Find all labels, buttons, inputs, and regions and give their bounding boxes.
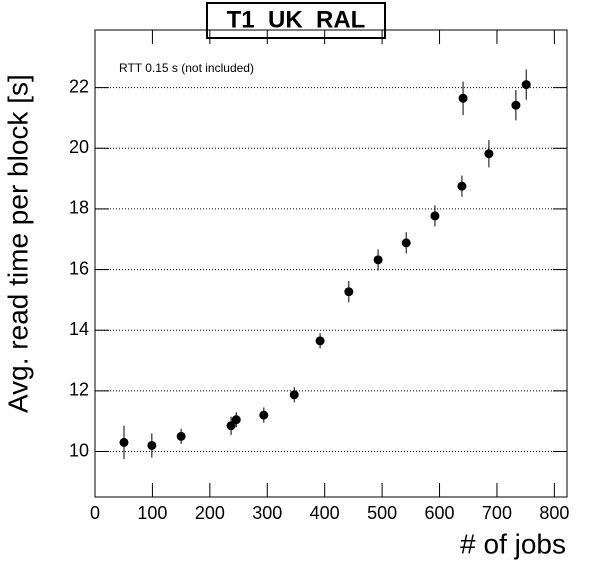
point <box>373 255 383 265</box>
point <box>458 93 468 103</box>
point <box>457 181 467 191</box>
plot-frame <box>94 29 568 498</box>
point <box>226 421 236 431</box>
x-tick-label: 400 <box>310 503 340 523</box>
x-tick-label: 100 <box>137 503 167 523</box>
x-tick-label: 200 <box>195 503 225 523</box>
y-tick-label: 20 <box>69 137 89 157</box>
title-box <box>206 2 386 39</box>
y-tick-label: 10 <box>69 440 89 460</box>
point <box>231 415 241 425</box>
point <box>430 211 440 221</box>
point <box>119 437 129 447</box>
point <box>401 238 411 248</box>
point <box>484 149 494 159</box>
x-tick-label: 600 <box>425 503 455 523</box>
point <box>176 431 186 441</box>
point <box>344 287 354 297</box>
point <box>315 336 325 346</box>
y-tick-label: 22 <box>69 76 89 96</box>
x-tick-label: 0 <box>90 503 100 523</box>
x-tick-label: 500 <box>367 503 397 523</box>
x-tick-label: 800 <box>539 503 569 523</box>
x-tick-label: 700 <box>482 503 512 523</box>
point <box>511 100 521 110</box>
chart-title: T1_UK_RAL <box>227 6 366 33</box>
y-tick-label: 16 <box>69 258 89 278</box>
x-axis-label: # of jobs <box>460 528 566 559</box>
y-tick-label: 18 <box>69 198 89 218</box>
x-tick-label: 300 <box>252 503 282 523</box>
annotation: RTT 0.15 s (not included) <box>119 61 254 75</box>
point <box>289 390 299 400</box>
y-tick-label: 14 <box>69 319 89 339</box>
point <box>147 440 157 450</box>
y-axis-label: Avg. read time per block [s] <box>2 74 33 413</box>
point <box>521 80 531 90</box>
point <box>259 410 269 420</box>
y-tick-label: 12 <box>69 380 89 400</box>
